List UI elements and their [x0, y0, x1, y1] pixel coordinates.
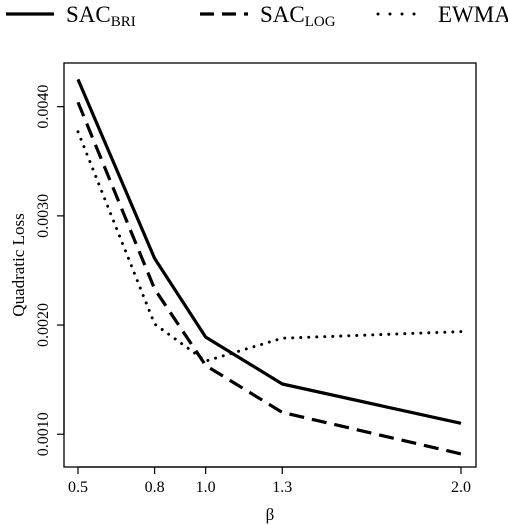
legend: SACBRI SACLOG EWMA	[6, 2, 508, 30]
x-tick-label: 2.0	[451, 479, 471, 496]
legend-label: SACBRI	[66, 2, 136, 30]
legend-label-subscript: LOG	[305, 14, 336, 30]
series-line-sac-bri	[78, 79, 461, 423]
x-axis-title: β	[266, 505, 275, 524]
series-line-ewma	[78, 132, 461, 361]
x-tick-label: 0.5	[68, 479, 88, 496]
series-line-sac-log	[78, 102, 461, 454]
x-tick-label: 1.3	[272, 479, 292, 496]
series-layer	[78, 79, 461, 454]
y-axis: 0.0010 0.0020 0.0030 0.0040	[35, 85, 64, 457]
x-tick-label: 0.8	[145, 479, 165, 496]
legend-label: EWMA	[438, 2, 508, 27]
x-tick-label: 1.0	[196, 479, 216, 496]
legend-item: SACLOG	[200, 2, 336, 30]
y-tick-label: 0.0010	[35, 412, 52, 456]
legend-item: EWMA	[378, 2, 508, 27]
y-tick-label: 0.0030	[35, 194, 52, 238]
legend-item: SACBRI	[6, 2, 136, 30]
y-tick-label: 0.0020	[35, 303, 52, 347]
x-axis: 0.5 0.8 1.0 1.3 2.0	[68, 467, 471, 496]
legend-label-subscript: BRI	[111, 14, 136, 30]
y-axis-title: Quadratic Loss	[9, 213, 28, 316]
y-tick-label: 0.0040	[35, 85, 52, 129]
legend-label: SACLOG	[260, 2, 336, 30]
